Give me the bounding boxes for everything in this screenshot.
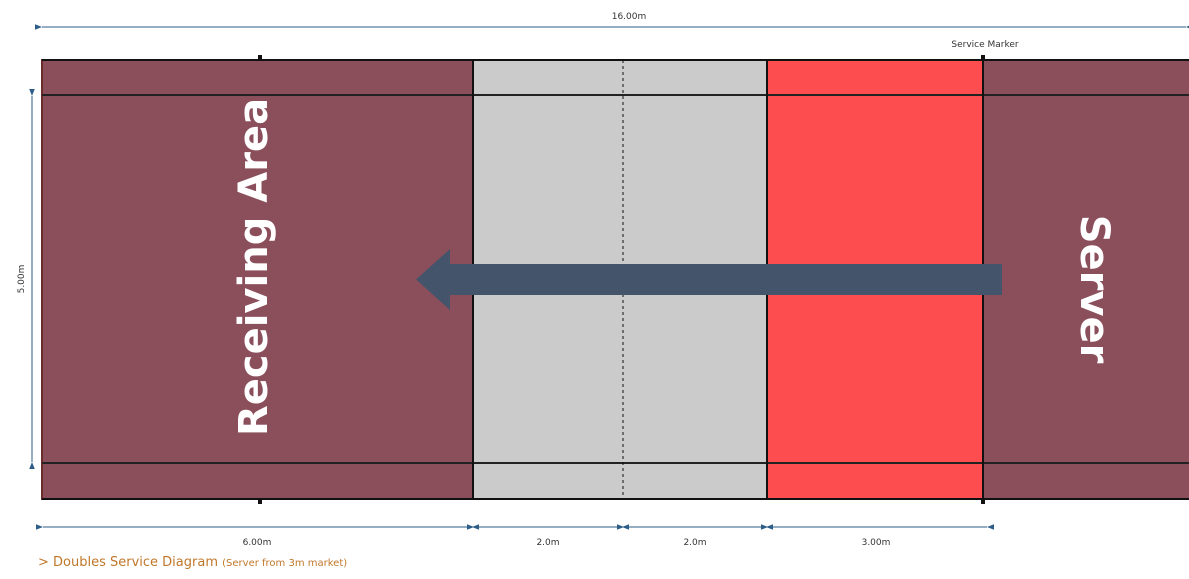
segment-label-4: 3.00m — [862, 538, 891, 548]
serve-arrow-shaft — [448, 264, 1002, 295]
segment-label-3: 2.0m — [683, 538, 706, 548]
segment-label-2: 2.0m — [536, 538, 559, 548]
tick-mark-top-right — [981, 55, 985, 61]
service-marker-label: Service Marker — [951, 40, 1019, 50]
serve-arrow-head — [416, 249, 450, 310]
segment-label-1: 6.00m — [243, 538, 272, 548]
tick-mark-bottom-right — [981, 498, 985, 504]
server-label: Server — [1071, 215, 1117, 364]
total-length-label: 16.00m — [612, 12, 647, 22]
tick-mark-top-left — [258, 55, 262, 61]
tick-mark-bottom-left — [258, 498, 262, 504]
width-label: 5.00m — [17, 265, 27, 294]
diagram-caption: > Doubles Service Diagram (Server from 3… — [38, 555, 347, 570]
caption-detail: (Server from 3m market) — [222, 558, 348, 569]
caption-title: > Doubles Service Diagram — [38, 555, 218, 570]
receiving-area-label: Receiving Area — [231, 98, 277, 436]
